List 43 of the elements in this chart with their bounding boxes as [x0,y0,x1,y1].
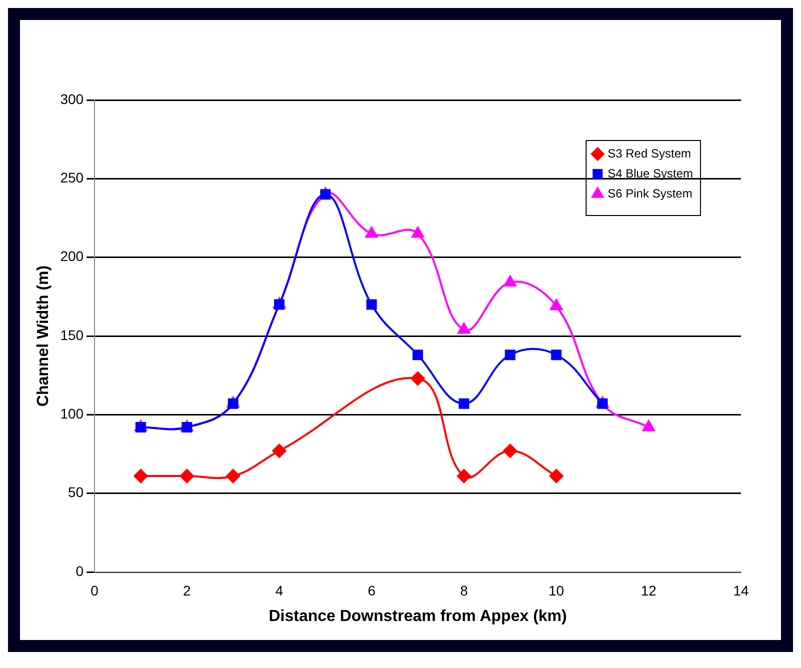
x-axis-title: Distance Downstream from Appex (km) [268,608,567,625]
x-tick-label: 10 [548,582,564,598]
x-tick-label: 6 [368,582,376,598]
point [320,189,331,200]
point [504,350,516,360]
x-tick-label: 14 [733,582,749,598]
legend-label: S3 Red System [608,146,692,160]
legend-label: S6 Pink System [608,186,692,200]
point [550,299,562,310]
point [458,398,470,409]
x-tick-label: 2 [183,582,192,598]
point [180,469,194,484]
point [642,420,655,432]
point [134,469,148,484]
y-axis-title: Channel Width (m) [35,265,52,407]
point [228,398,238,409]
point [456,469,471,484]
legend-label: S4 Blue System [608,166,694,180]
y-tick-label: 200 [60,248,84,264]
point [549,469,564,484]
point [182,422,192,432]
y-tick-label: 150 [60,326,84,343]
x-tick-label: 8 [460,582,468,598]
point [272,444,286,458]
point [504,276,516,287]
y-tick-label: 100 [60,406,84,422]
point [551,350,562,360]
x-tick-label: 12 [640,582,657,598]
point [410,371,425,386]
point [597,398,608,409]
point [365,226,378,238]
x-tick-label: 4 [275,582,284,598]
point [503,444,518,458]
point [226,469,240,484]
point [412,226,424,238]
point [412,350,424,360]
point [458,322,470,334]
y-tick-label: 0 [76,562,84,579]
point [366,299,377,310]
y-tick-label: 250 [60,170,84,186]
y-tick-label: 50 [68,484,84,500]
y-tick-label: 300 [60,90,84,107]
x-tick-label: 0 [90,582,99,598]
